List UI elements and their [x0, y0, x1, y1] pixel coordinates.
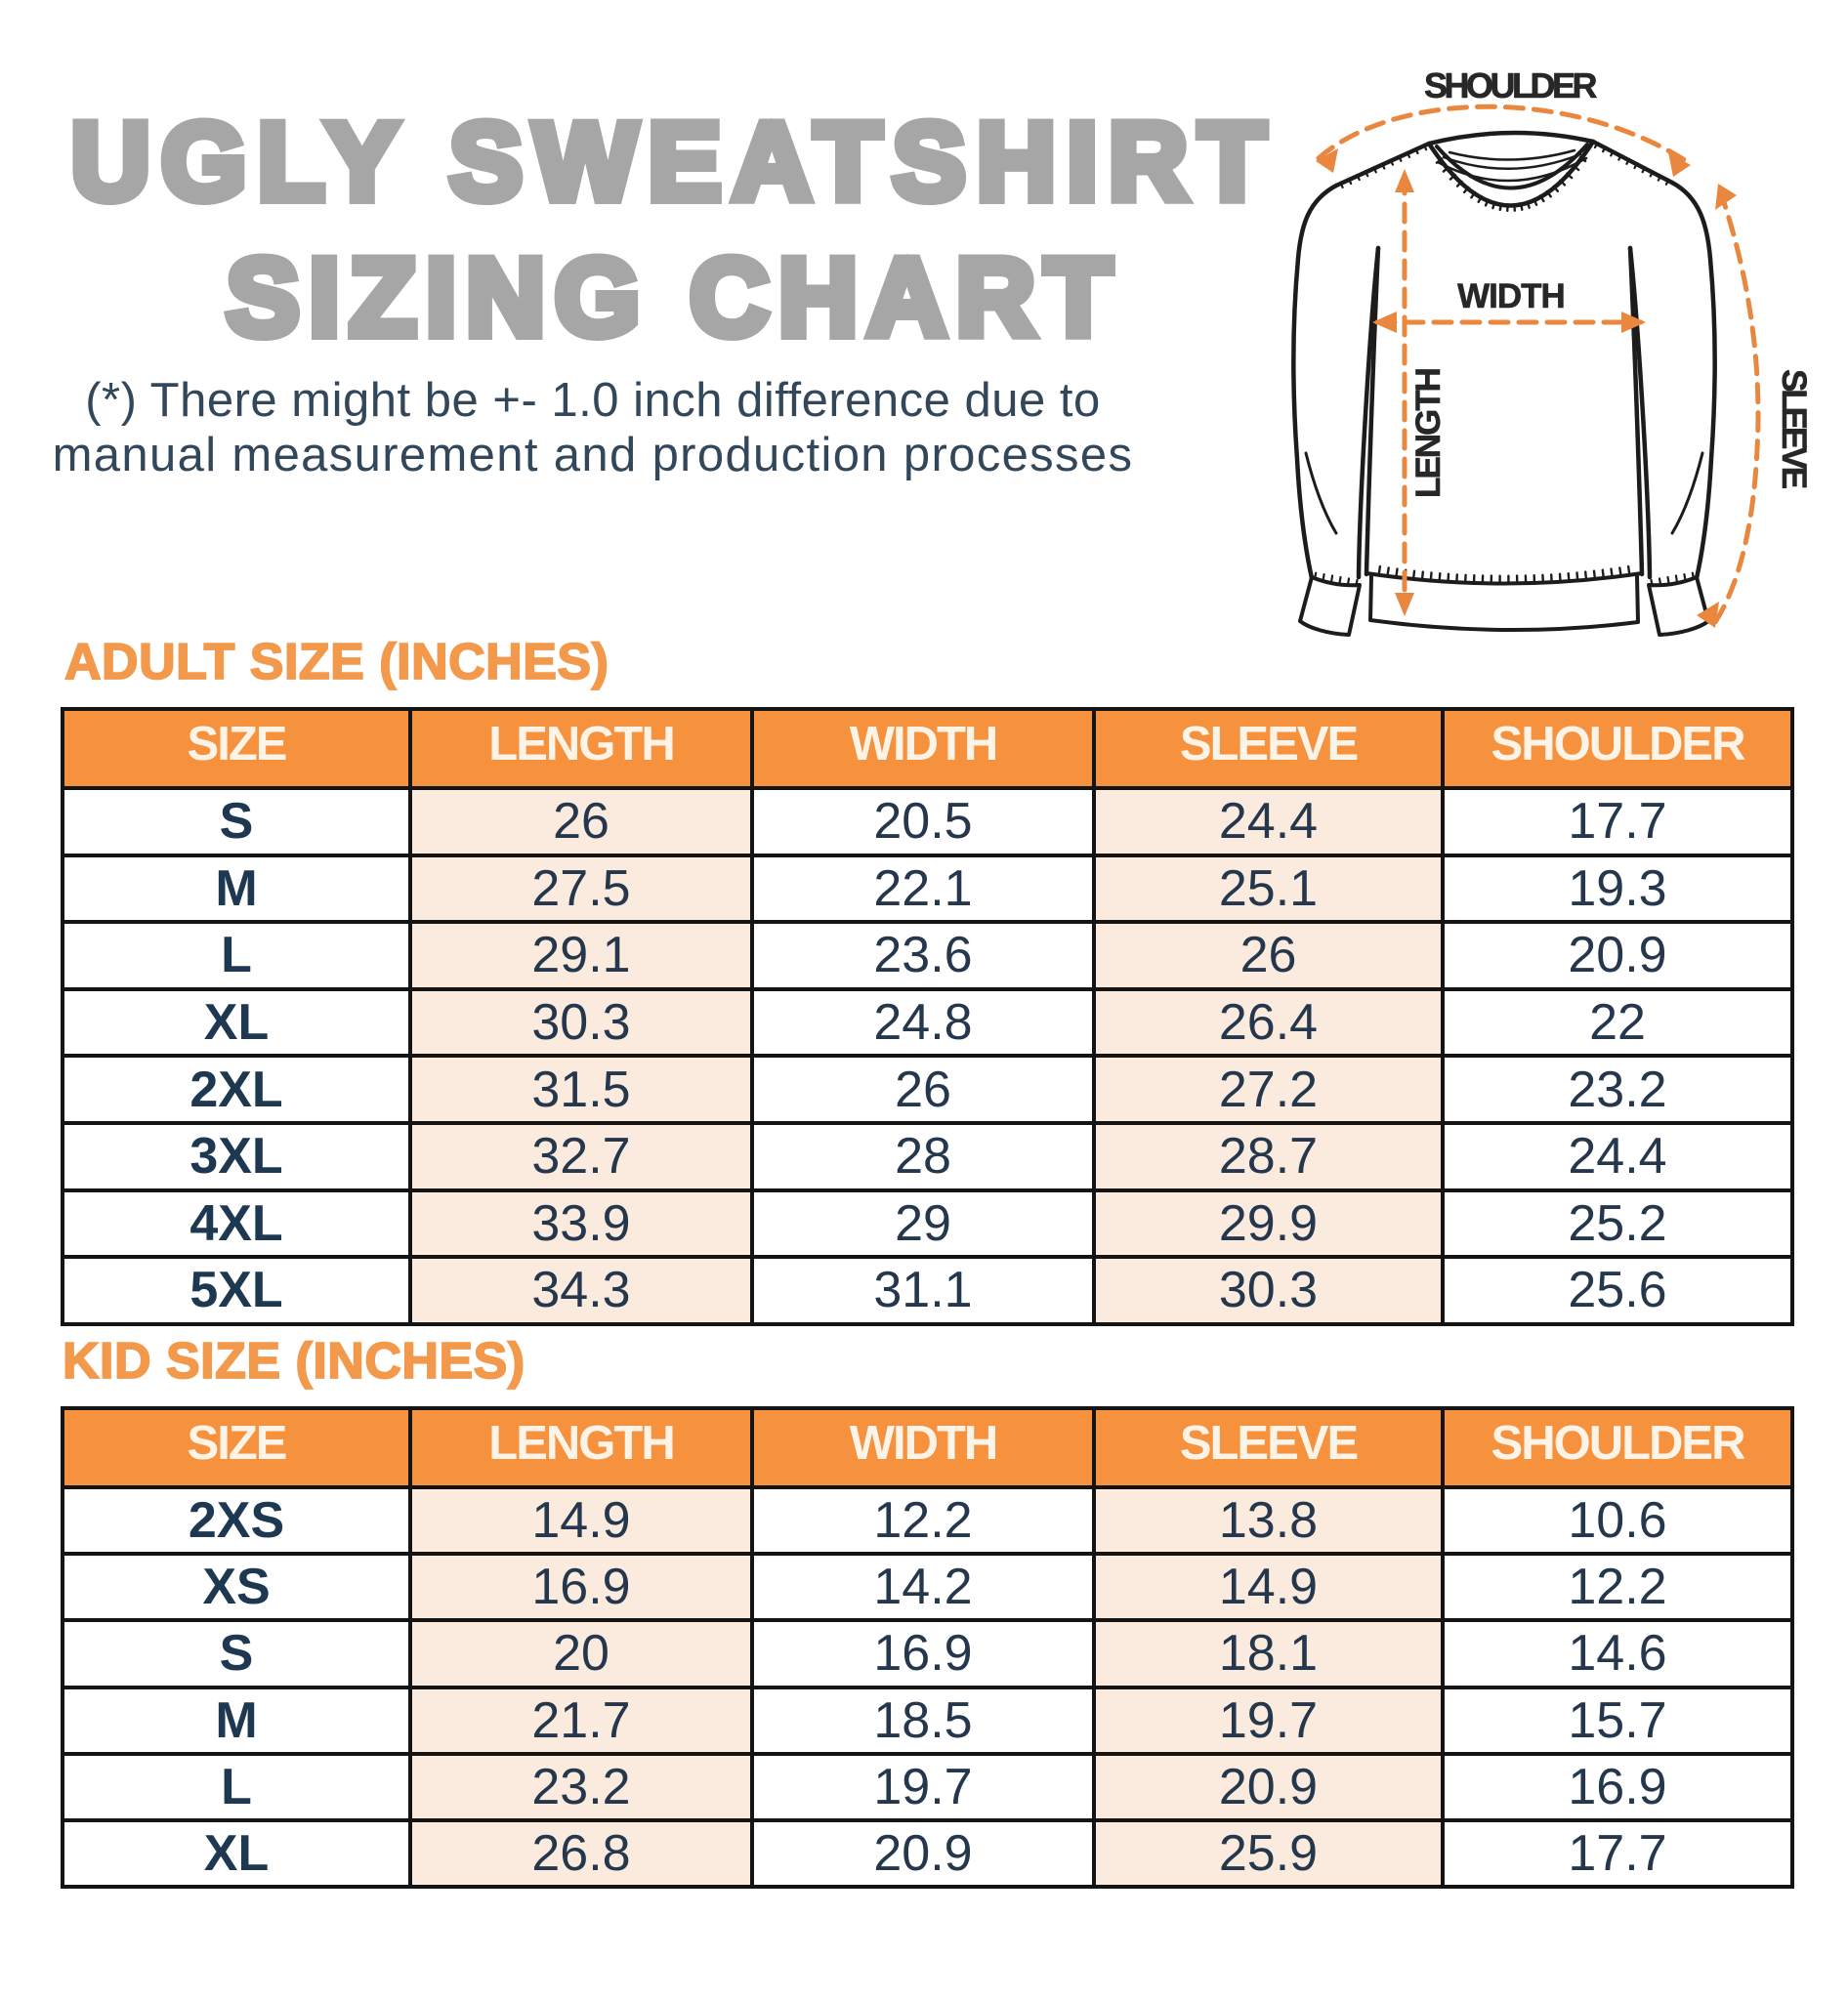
svg-text:SLEEVE: SLEEVE [1775, 369, 1813, 488]
svg-text:WIDTH: WIDTH [1457, 277, 1565, 315]
svg-text:LENGTH: LENGTH [1409, 369, 1448, 498]
svg-text:SHOULDER: SHOULDER [1424, 65, 1598, 105]
